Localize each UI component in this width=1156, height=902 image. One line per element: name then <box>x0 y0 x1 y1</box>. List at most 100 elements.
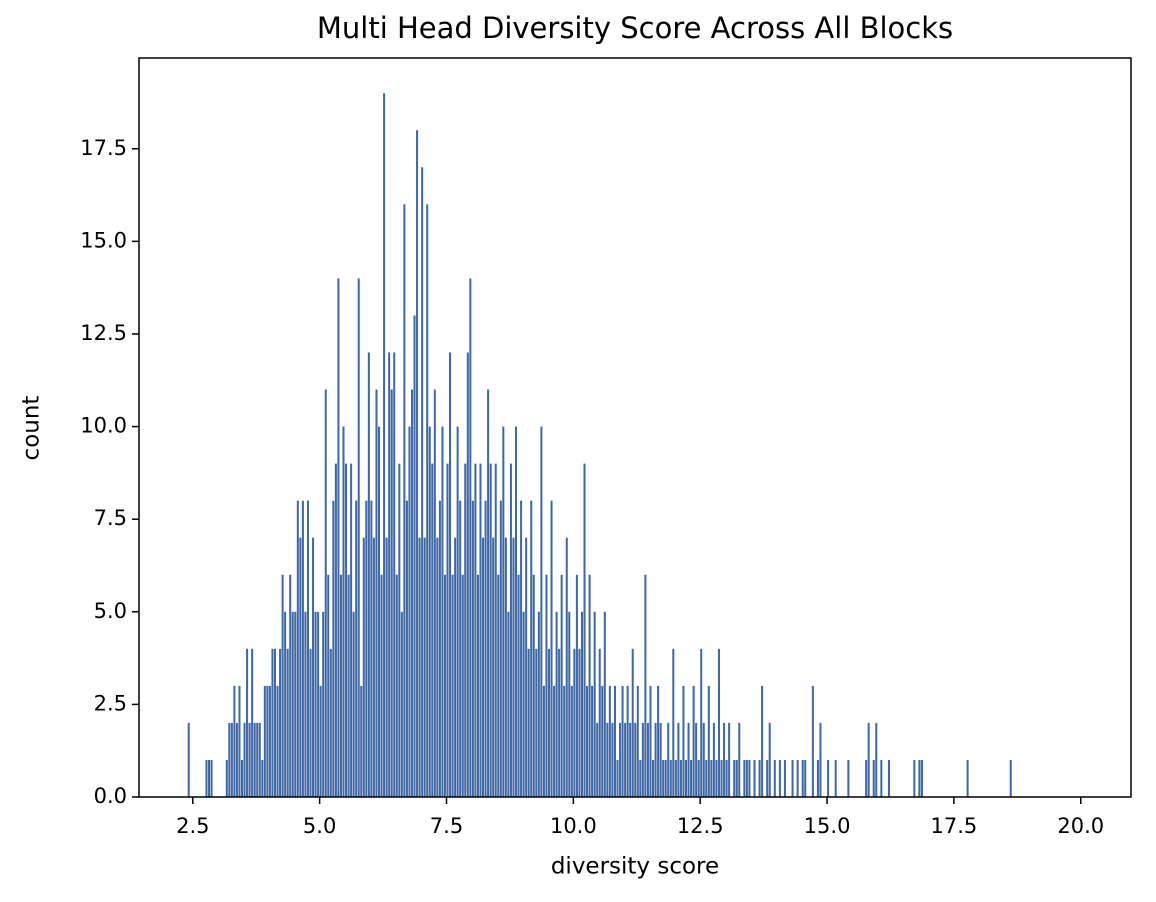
bar <box>246 648 249 797</box>
y-tick-label: 0.0 <box>94 784 127 808</box>
bar <box>268 685 271 797</box>
bar <box>811 685 814 797</box>
bar <box>720 759 723 797</box>
bar <box>291 611 294 797</box>
bar <box>880 759 883 797</box>
x-tick-label: 20.0 <box>1057 814 1104 838</box>
bar <box>596 722 599 797</box>
bar <box>428 426 431 797</box>
bar <box>284 611 287 797</box>
bar <box>651 759 655 797</box>
bar <box>920 759 923 797</box>
bar <box>537 611 540 797</box>
bar <box>449 352 452 797</box>
bar <box>1009 759 1012 797</box>
bar <box>332 500 335 797</box>
bar <box>560 574 563 797</box>
bar <box>598 648 601 797</box>
bar <box>570 685 573 797</box>
bar <box>542 685 545 797</box>
bar <box>454 537 457 797</box>
bar <box>629 722 632 797</box>
bar <box>312 537 315 797</box>
bar <box>317 611 320 797</box>
bar <box>360 685 363 797</box>
bar <box>296 500 299 797</box>
bar <box>408 426 411 797</box>
bar <box>187 722 190 797</box>
bar <box>575 574 578 797</box>
y-tick-label: 15.0 <box>80 228 127 252</box>
bar <box>334 463 337 797</box>
bar <box>867 722 870 797</box>
bar <box>504 537 507 797</box>
bar <box>390 389 393 797</box>
bar <box>578 648 581 797</box>
bar <box>735 759 738 797</box>
bar <box>517 574 520 797</box>
bar <box>639 759 642 797</box>
bar <box>887 759 890 797</box>
y-tick-label: 2.5 <box>94 691 127 715</box>
bar <box>243 722 246 797</box>
bar <box>395 574 398 797</box>
bar <box>791 759 794 797</box>
bar <box>484 500 487 797</box>
bar <box>619 722 622 797</box>
bar <box>580 611 583 797</box>
x-tick-label: 17.5 <box>931 814 978 838</box>
bar <box>690 759 693 797</box>
bar <box>438 500 441 797</box>
bar <box>613 685 616 797</box>
bar <box>393 352 396 797</box>
bar <box>672 648 675 797</box>
bar <box>743 759 746 797</box>
bar <box>783 759 786 797</box>
bar <box>405 500 408 797</box>
bar <box>621 685 624 797</box>
bar <box>461 574 464 797</box>
bar <box>692 685 695 797</box>
x-tick-label: 12.5 <box>677 814 724 838</box>
bar <box>700 648 703 797</box>
bar <box>913 759 916 797</box>
bar <box>593 611 596 797</box>
bar <box>644 574 647 797</box>
bar <box>583 463 586 797</box>
bar <box>261 759 264 797</box>
x-axis-label: diversity score <box>551 854 719 880</box>
bar <box>748 759 751 797</box>
bar <box>606 722 609 797</box>
bar <box>314 611 317 797</box>
bar <box>357 278 360 797</box>
bar <box>235 722 238 797</box>
bar <box>451 574 454 797</box>
bar <box>279 648 282 797</box>
bar <box>403 204 406 797</box>
y-tick-label: 12.5 <box>80 321 127 345</box>
bar <box>558 648 561 797</box>
bar <box>276 685 279 797</box>
bar <box>471 500 474 797</box>
bar <box>758 759 761 797</box>
bar <box>383 93 386 797</box>
bar <box>616 759 619 797</box>
bar <box>205 759 208 797</box>
bar <box>306 500 309 797</box>
bar <box>586 685 589 797</box>
bar <box>705 759 708 797</box>
plot-frame <box>138 57 1132 798</box>
bar <box>532 574 535 797</box>
bar <box>631 648 634 797</box>
bar <box>872 759 875 797</box>
bar <box>304 611 307 797</box>
bar <box>512 537 515 797</box>
bar <box>591 685 594 797</box>
bar <box>253 722 256 797</box>
bar <box>372 537 375 797</box>
bar <box>659 722 662 797</box>
bar <box>210 759 213 797</box>
bar <box>649 685 652 797</box>
bar <box>398 463 401 797</box>
bar <box>634 722 637 797</box>
